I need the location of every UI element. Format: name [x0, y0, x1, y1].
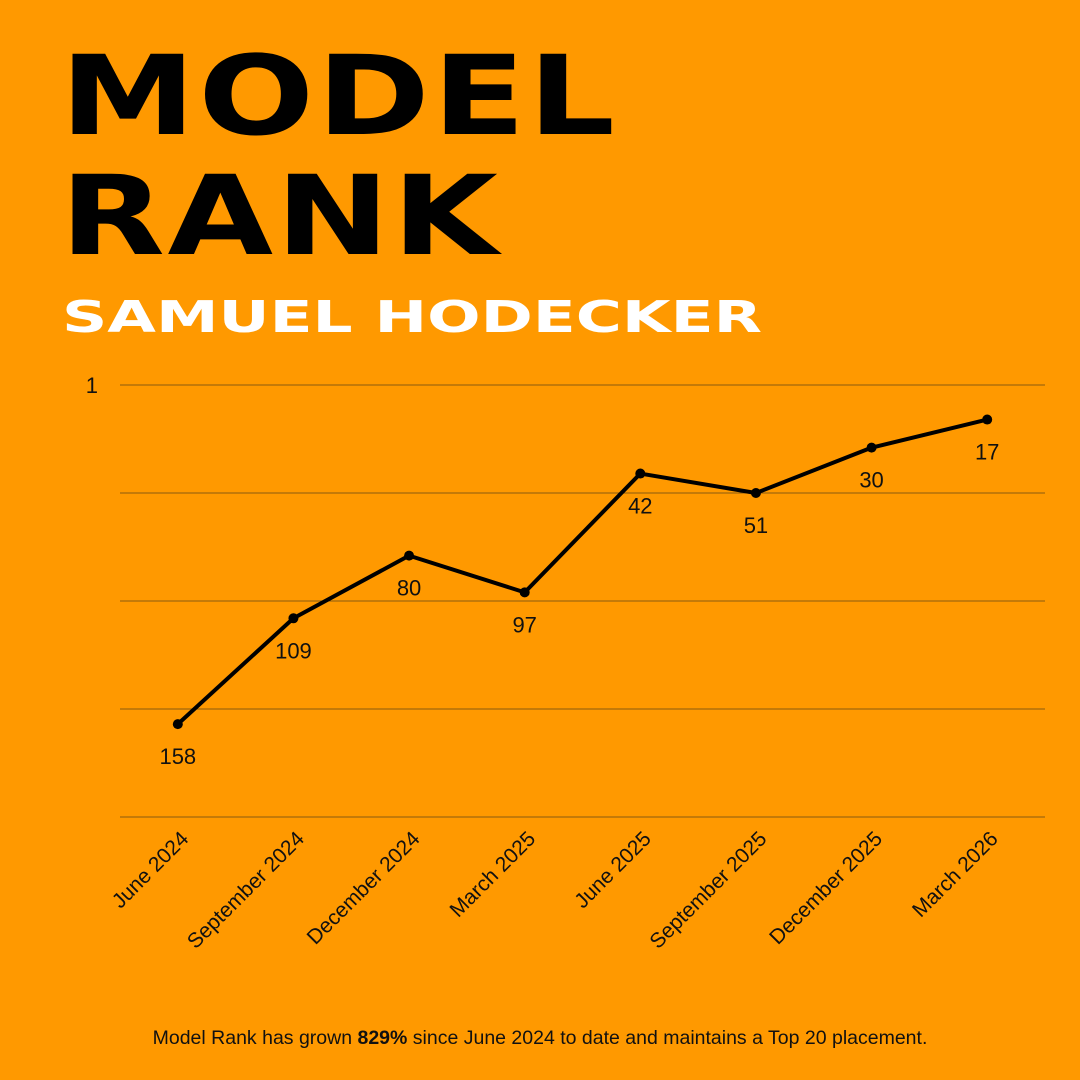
x-tick-label: September 2025 [645, 827, 771, 953]
data-point [750, 488, 761, 498]
footnote-highlight: 829% [357, 1027, 408, 1049]
data-label: 97 [512, 612, 536, 637]
data-label: 17 [975, 440, 999, 465]
data-point [172, 719, 183, 730]
data-line [176, 417, 988, 726]
data-point [866, 442, 877, 453]
data-label: 80 [397, 576, 421, 601]
data-label: 158 [159, 744, 196, 769]
x-tick-label: December 2024 [303, 827, 425, 949]
chart-title: MODEL RANK [60, 32, 618, 280]
y-tick-label: 1 [86, 373, 98, 398]
data-point [288, 613, 299, 624]
x-tick-label: March 2026 [908, 827, 1003, 922]
data-label: 42 [628, 494, 652, 519]
data-point [519, 587, 530, 598]
x-tick-label: March 2025 [446, 827, 541, 922]
x-tick-label: June 2024 [108, 827, 194, 913]
data-label: 30 [859, 468, 883, 493]
footnote-text: since June 2024 to date and maintains a … [412, 1027, 928, 1049]
x-tick-label: June 2025 [570, 827, 656, 913]
data-point [982, 414, 993, 425]
footnote-text: Model Rank has grown [152, 1027, 353, 1049]
data-label: 109 [275, 638, 312, 663]
data-point [404, 550, 415, 561]
data-label: 51 [744, 513, 768, 538]
data-point [635, 468, 646, 479]
x-tick-label: September 2024 [183, 827, 309, 953]
chart-subtitle: SAMUEL HODECKER [62, 292, 762, 343]
footnote: Model Rank has grown 829% since June 202… [0, 1027, 1080, 1050]
x-tick-label: December 2025 [765, 827, 887, 949]
